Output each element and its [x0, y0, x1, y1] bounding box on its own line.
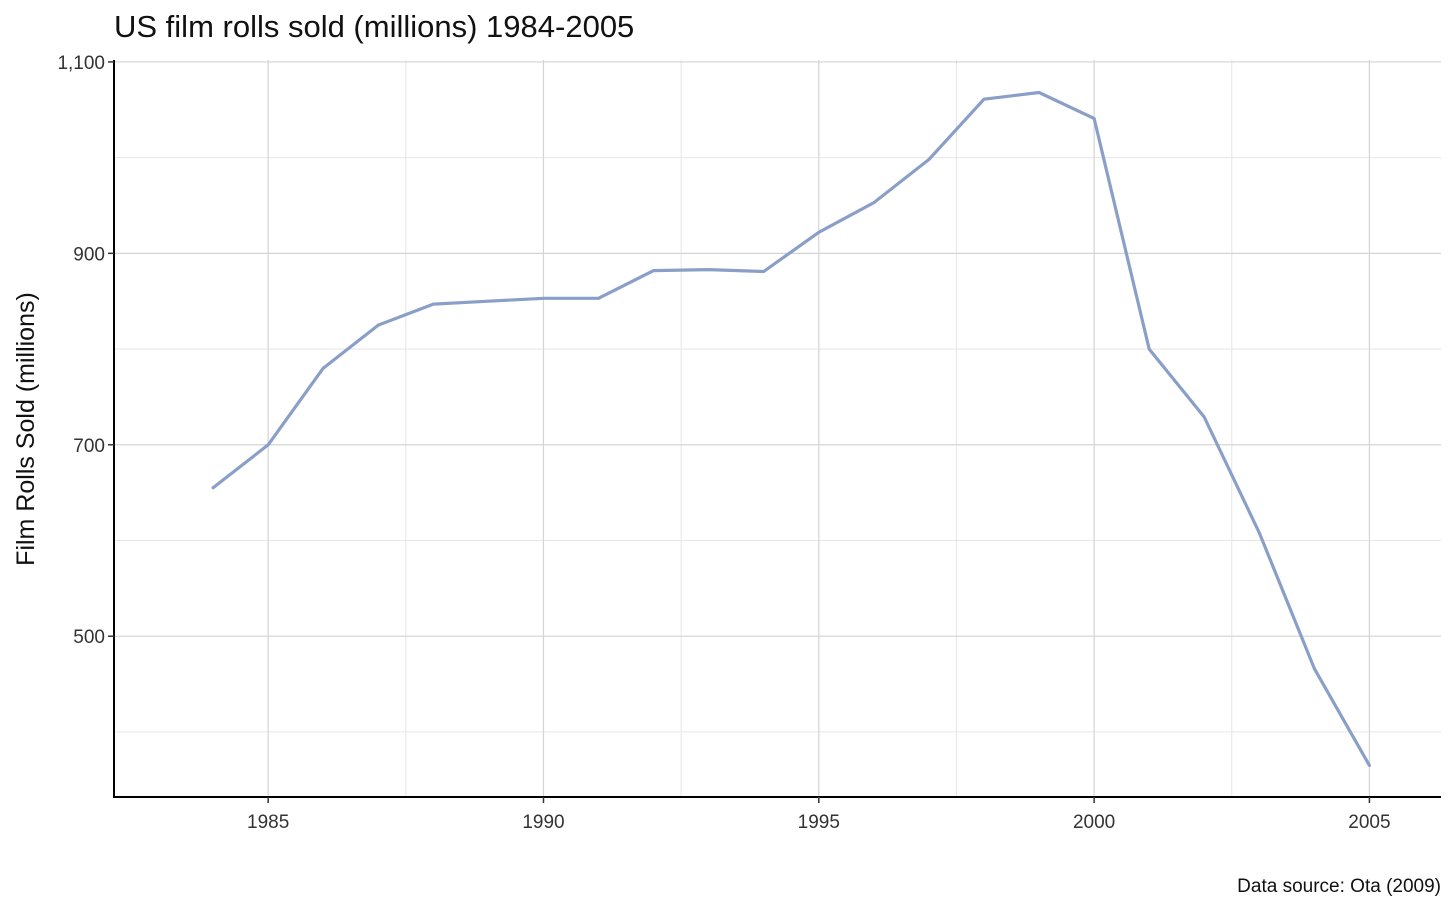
- y-tick-label: 900: [73, 244, 105, 265]
- film-rolls-series-line: [211, 90, 1372, 768]
- x-tick-label: 2000: [1073, 812, 1115, 833]
- y-tick-label: 1,100: [57, 53, 105, 74]
- chart-title: US film rolls sold (millions) 1984-2005: [114, 9, 634, 44]
- y-tick-label: 700: [73, 436, 105, 457]
- y-axis-ticks: 500 700 900 1,100: [57, 53, 114, 648]
- axes: [113, 60, 1441, 798]
- data-source-caption: Data source: Ota (2009): [1237, 876, 1441, 897]
- x-axis-ticks: 1985 1990 1995 2000 2005: [247, 797, 1391, 833]
- series-layer: [211, 90, 1372, 768]
- x-tick-label: 1985: [247, 812, 289, 833]
- x-tick-label: 2005: [1348, 812, 1390, 833]
- grid: [114, 60, 1441, 797]
- y-axis-label: Film Rolls Sold (millions): [12, 292, 40, 566]
- y-tick-label: 500: [73, 627, 105, 648]
- x-tick-label: 1995: [798, 812, 840, 833]
- x-tick-label: 1990: [522, 812, 564, 833]
